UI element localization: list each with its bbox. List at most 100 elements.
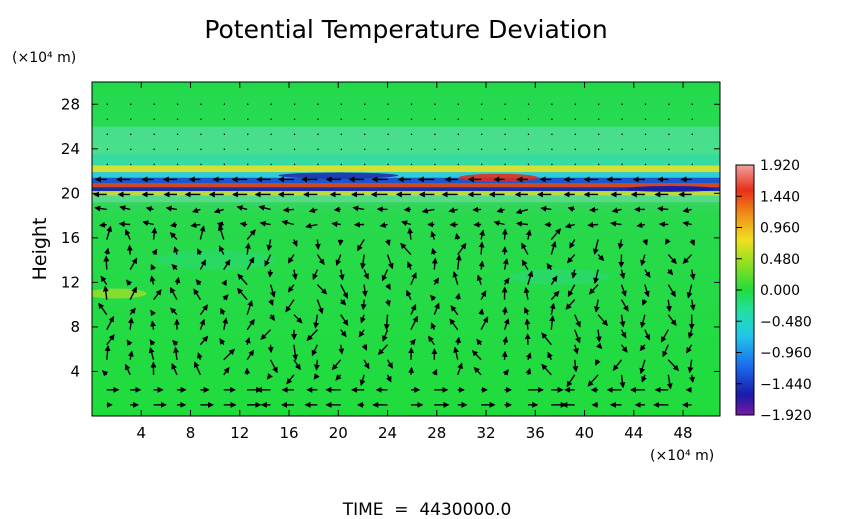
wind-arrow: [686, 284, 693, 299]
x-tick-label: 4: [136, 424, 146, 442]
wind-arrow: [363, 269, 369, 280]
wind-arrow: [287, 284, 295, 293]
wind-arrow: [431, 257, 438, 270]
wind-arrow: [193, 288, 201, 301]
wind-arrow: [340, 284, 349, 299]
y-axis-label: Height: [29, 218, 51, 281]
y-unit-label: (×10⁴ m): [12, 50, 76, 66]
wind-arrow: [479, 229, 485, 240]
wind-arrow: [259, 220, 271, 227]
wind-arrow: [588, 284, 599, 295]
wind-arrow: [267, 269, 274, 278]
wind-arrow: [689, 374, 695, 384]
wind-arrow: [126, 244, 133, 255]
warm-anomaly: [92, 288, 147, 299]
wind-arrow: [126, 339, 133, 347]
wind-arrow: [169, 221, 178, 228]
field-band: [92, 126, 720, 155]
wind-arrow: [246, 256, 255, 270]
wind-arrow: [244, 337, 251, 345]
wind-arrow: [285, 299, 295, 313]
wind-arrow: [565, 299, 576, 310]
wind-arrow: [142, 220, 154, 227]
wind-arrow: [454, 292, 461, 300]
x-unit-label: (×10⁴ m): [650, 448, 714, 464]
wind-arrow: [502, 258, 509, 270]
wind-arrow: [94, 205, 107, 212]
wind-arrow: [433, 277, 439, 286]
wind-arrow: [567, 284, 576, 298]
wind-arrow: [450, 305, 459, 316]
wind-arrow: [331, 221, 341, 228]
wind-arrow: [410, 303, 417, 315]
wind-arrow: [237, 287, 248, 301]
wind-arrow: [199, 225, 206, 240]
wind-arrow: [352, 205, 365, 212]
wind-arrow: [281, 219, 295, 226]
wind-arrow: [149, 339, 156, 346]
colorbar-tick-label: 1.920: [760, 158, 800, 174]
wind-arrow: [597, 254, 605, 262]
wind-arrow: [313, 373, 320, 380]
wind-arrow: [620, 329, 627, 339]
wind-arrow: [316, 284, 328, 295]
wind-arrow: [246, 299, 253, 315]
wind-arrow: [641, 374, 647, 383]
wind-arrow: [169, 232, 178, 241]
wind-arrow: [619, 374, 626, 389]
wind-arrow: [527, 270, 534, 285]
wind-arrow: [687, 359, 694, 374]
wind-arrow: [339, 299, 347, 306]
wind-arrow: [165, 205, 178, 212]
wind-arrow: [258, 204, 271, 211]
wind-arrow: [199, 318, 206, 330]
wind-arrow: [546, 262, 553, 270]
wind-arrow: [338, 269, 345, 281]
wind-arrow: [104, 247, 110, 255]
wind-arrow: [199, 259, 207, 270]
wind-arrow: [127, 317, 134, 330]
wind-arrow: [610, 220, 622, 227]
wind-arrow: [662, 344, 669, 358]
wind-arrow: [150, 320, 157, 330]
wind-arrow: [104, 344, 111, 360]
wind-arrow: [337, 239, 344, 246]
plot-frame: [91, 81, 721, 417]
wind-arrow: [525, 352, 532, 361]
wind-arrow: [171, 363, 178, 376]
wind-arrow: [100, 275, 108, 286]
wind-arrow: [550, 290, 560, 301]
wind-arrow: [379, 221, 388, 228]
wind-arrow: [385, 299, 391, 307]
wind-arrow: [267, 344, 274, 354]
wind-arrow: [313, 314, 320, 329]
wind-arrow: [335, 254, 342, 266]
wind-arrow: [223, 366, 230, 376]
wind-arrow: [595, 329, 602, 343]
wind-arrow: [286, 374, 295, 385]
wind-arrow: [636, 222, 646, 228]
cool-anomaly: [509, 268, 610, 285]
colorbar-tick-label: −1.440: [760, 377, 812, 393]
wind-arrow: [312, 269, 318, 281]
wind-arrow: [595, 359, 601, 366]
x-tick-label: 20: [329, 424, 348, 442]
wind-arrow: [306, 329, 318, 342]
wind-arrow: [587, 374, 599, 387]
wind-arrow: [667, 284, 676, 298]
wind-arrow: [503, 277, 510, 286]
wind-arrow: [316, 254, 325, 266]
wind-arrow: [620, 284, 627, 297]
x-ticks: 4 8 12 16 20 24 28 32 36 40 44 48: [136, 82, 693, 442]
wind-arrow: [195, 279, 202, 286]
wind-arrow: [293, 359, 301, 371]
wind-arrow: [173, 246, 179, 255]
wind-arrow: [478, 241, 485, 255]
y-tick-label: 20: [61, 184, 80, 202]
wind-arrow: [381, 269, 389, 282]
wind-arrow: [118, 221, 131, 228]
wind-arrow: [359, 374, 366, 386]
wind-arrow: [169, 286, 178, 300]
wind-arrow: [611, 207, 622, 214]
